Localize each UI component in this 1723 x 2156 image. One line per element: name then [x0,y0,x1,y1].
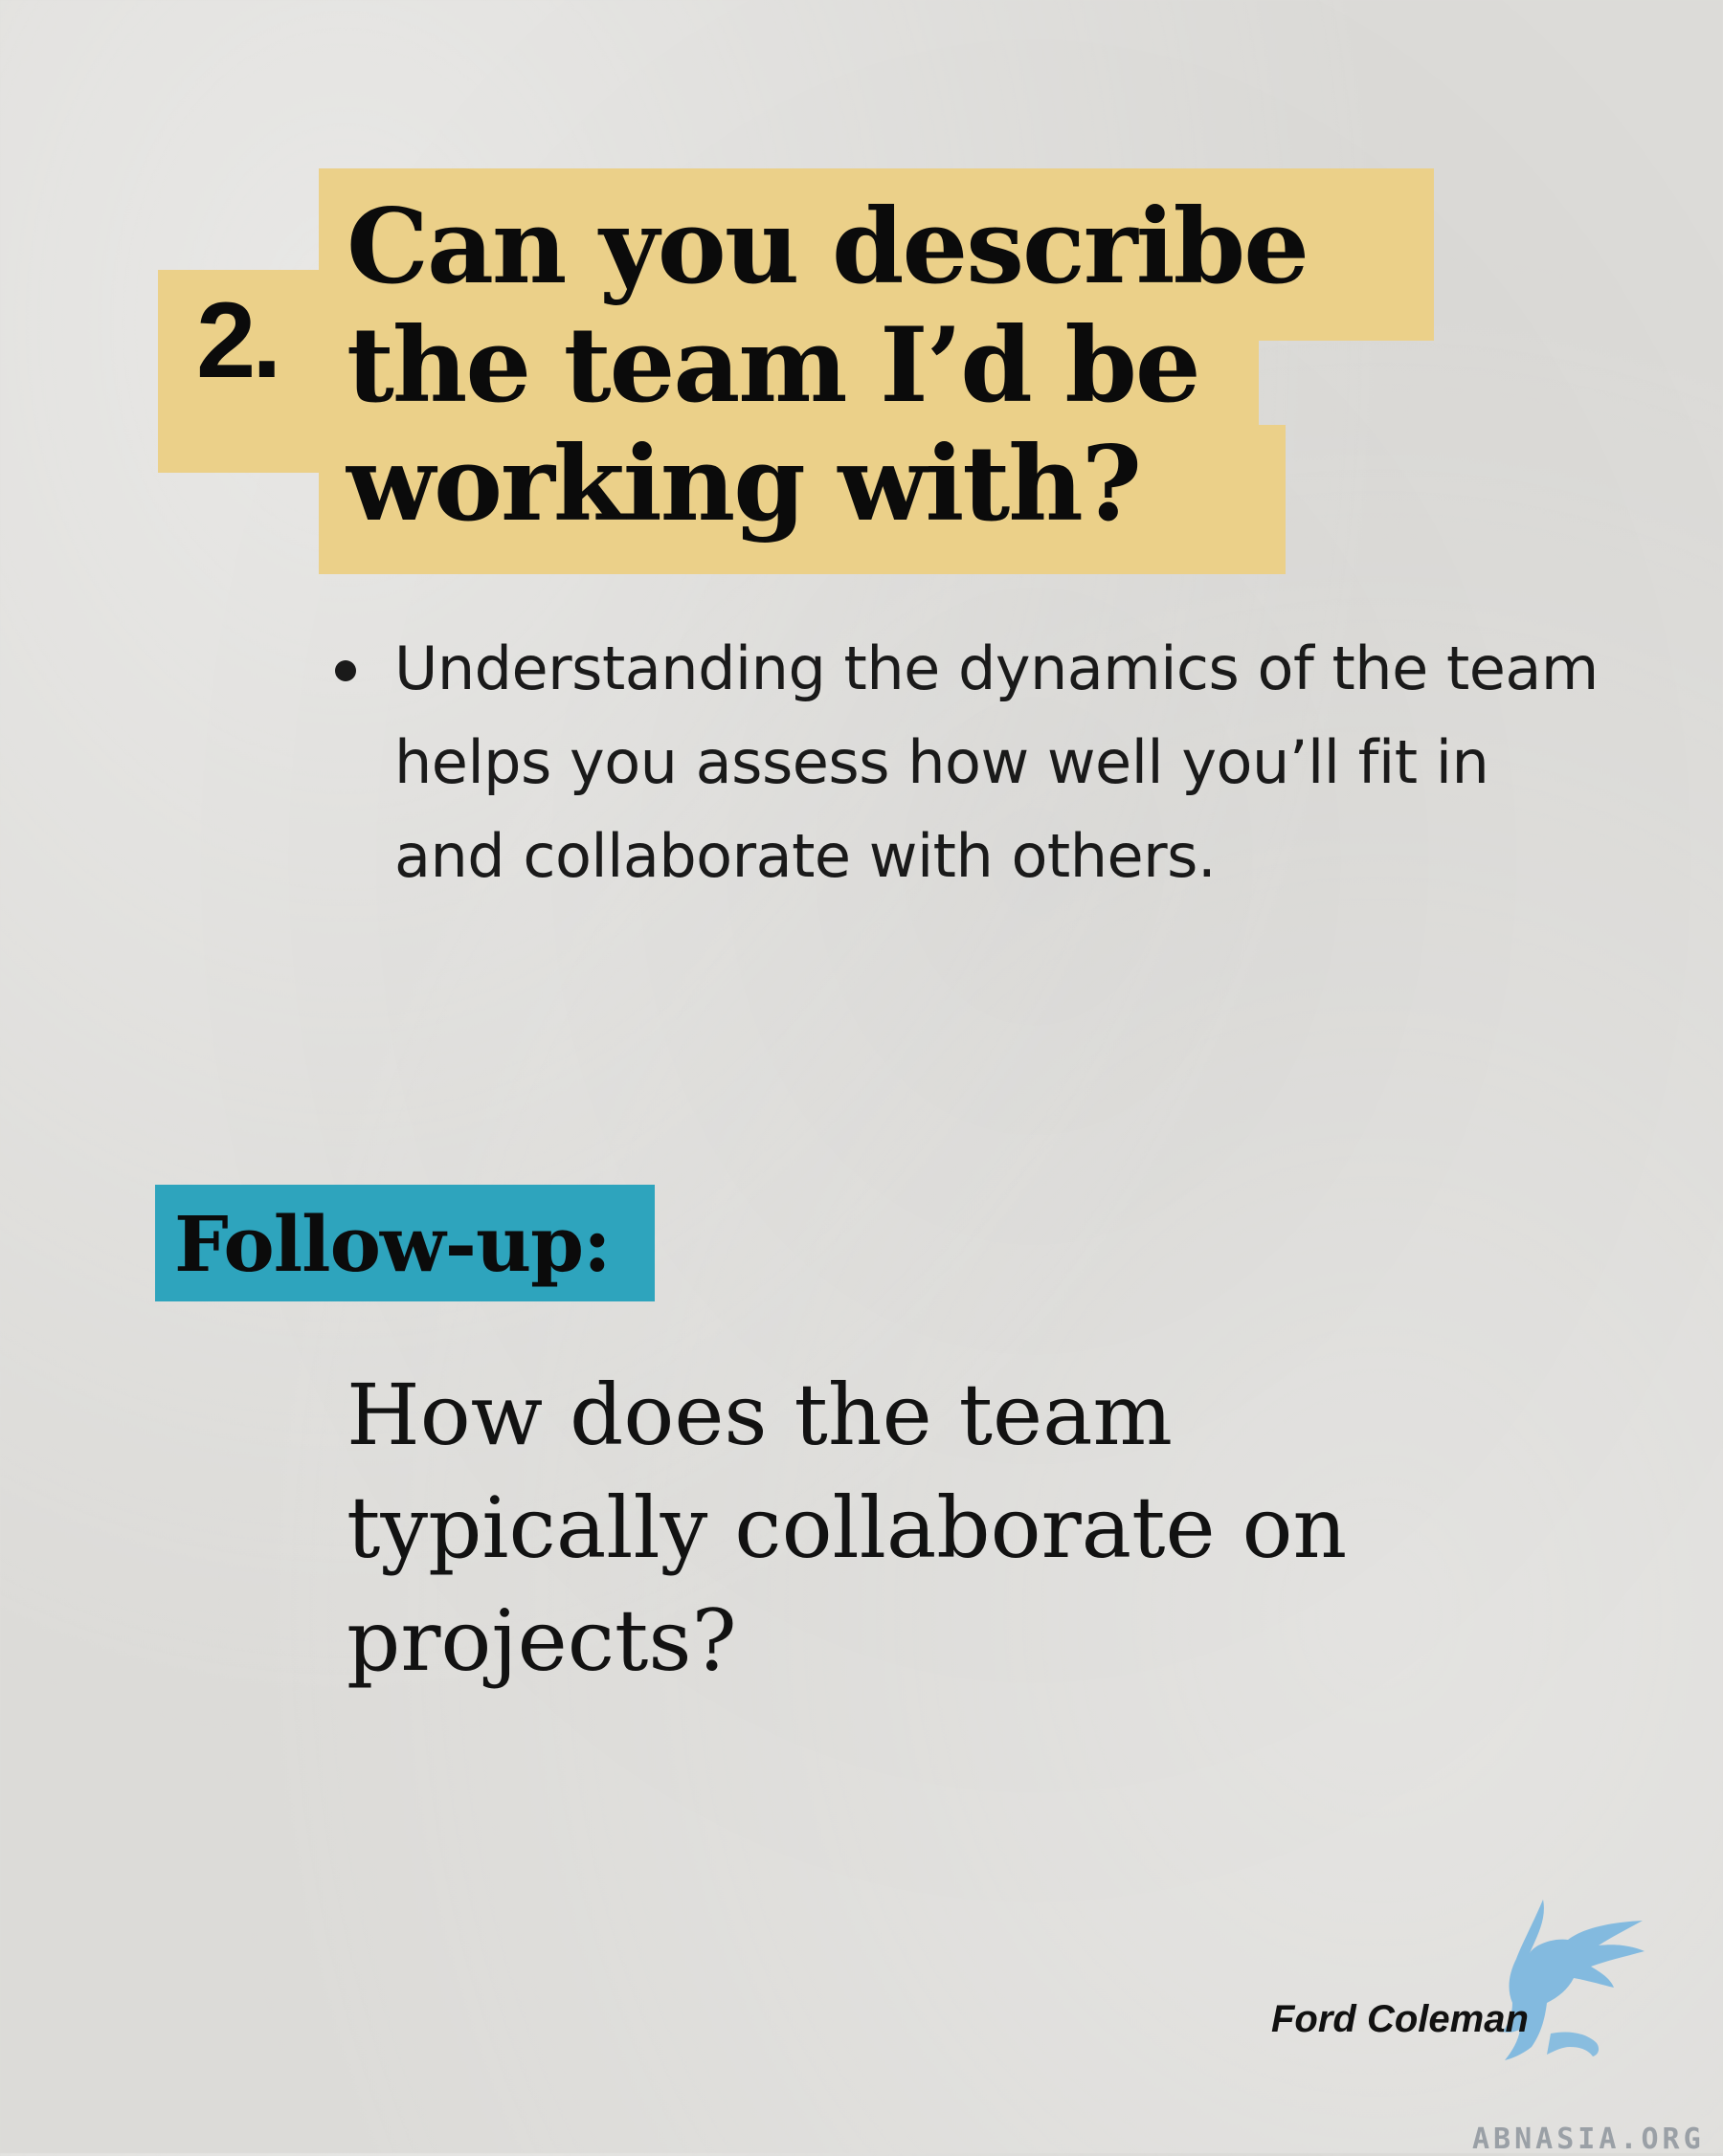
author-name: Ford Coleman [1271,1998,1529,2040]
followup-highlight [155,1185,655,1301]
question-title: Can you describe the team I’d be working… [347,187,1309,545]
bullet-icon [335,660,356,681]
explanation-text: Understanding the dynamics of the team h… [394,633,1599,891]
griffin-tail-shape [1547,2032,1600,2056]
explanation-list: Understanding the dynamics of the team h… [335,622,1608,903]
followup-question: How does the team typically collaborate … [347,1366,1348,1690]
explanation-item: Understanding the dynamics of the team h… [335,622,1608,903]
title-highlight-bottom [319,425,1286,574]
followup-label: Follow-up: [174,1199,612,1289]
griffin-logo-icon [1503,1900,1645,2060]
question-number: 2. [196,280,281,400]
site-watermark: ABNASIA.ORG [1472,2123,1705,2156]
griffin-wing-shape [1503,1900,1645,2060]
